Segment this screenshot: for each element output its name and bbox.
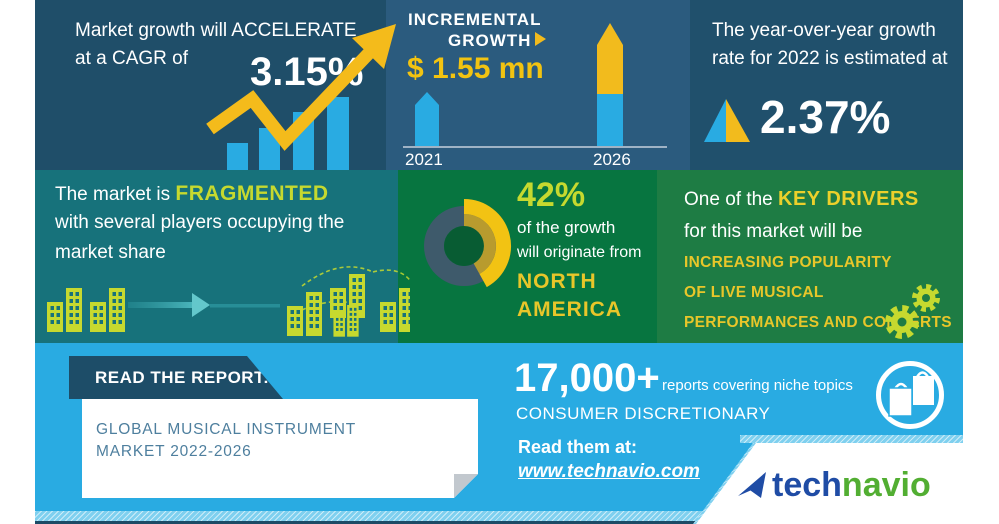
region-name-line1: NORTH — [517, 270, 597, 293]
technavio-logo-arrow-icon — [738, 472, 766, 498]
reports-count-caption: reports covering niche topics — [662, 377, 853, 394]
category-label: CONSUMER DISCRETIONARY — [516, 404, 771, 423]
report-title-line1: GLOBAL MUSICAL INSTRUMENT — [96, 421, 356, 438]
incremental-bars-chart — [403, 23, 667, 148]
logo-text-navio: navio — [841, 466, 931, 504]
fragmented-highlight: FRAGMENTED — [175, 182, 329, 205]
region-line2: will originate from — [517, 244, 642, 261]
gears-icon — [885, 284, 940, 339]
region-share-value: 42% — [517, 176, 586, 214]
right-margin — [963, 0, 999, 443]
fragmented-line1: The market is FRAGMENTED — [55, 182, 329, 205]
fragmented-line3: market share — [55, 242, 166, 263]
growth-arrow-chart — [206, 24, 396, 170]
hatch-strip-bottom — [35, 511, 711, 524]
incremental-label-line2: GROWTH — [448, 31, 547, 51]
yoy-value: 2.37% — [760, 91, 891, 143]
year-start-label: 2021 — [405, 150, 443, 169]
read-the-report-banner: READ THE REPORT: — [69, 356, 283, 399]
technavio-url-link[interactable]: www.technavio.com — [518, 461, 700, 482]
year-end-label: 2026 — [593, 150, 631, 169]
yoy-line1: The year-over-year growth — [712, 20, 936, 41]
region-line1: of the growth — [517, 218, 616, 237]
report-title-line2: MARKET 2022-2026 — [96, 443, 252, 460]
incremental-label-line1: INCREMENTAL — [408, 10, 542, 29]
report-title-card — [82, 399, 478, 498]
arrow-right-icon — [535, 32, 547, 46]
growth-triangle-icon — [704, 99, 750, 142]
drivers-highlight: KEY DRIVERS — [778, 188, 919, 210]
drivers-line1: One of the KEY DRIVERS — [684, 188, 919, 210]
drivers-line4: OF LIVE MUSICAL — [684, 284, 824, 301]
technavio-logo: technavio — [736, 468, 931, 502]
yoy-line2: rate for 2022 is estimated at — [712, 48, 948, 69]
logo-text-tech: tech — [772, 466, 842, 504]
region-name-line2: AMERICA — [517, 298, 622, 321]
read-them-at-label: Read them at: — [518, 437, 638, 457]
growth-headline-line1: Market growth will ACCELERATE — [75, 20, 357, 41]
shopping-bags-icon — [876, 361, 944, 429]
incremental-value: $ 1.55 mn — [407, 52, 544, 85]
fragmented-line2: with several players occupying the — [55, 212, 345, 233]
brand-corner — [696, 443, 999, 524]
technavio-logo-text: technavio — [772, 468, 931, 502]
reports-count: 17,000+ — [514, 356, 660, 400]
drivers-line5: PERFORMANCES AND CONCERTS — [684, 314, 952, 331]
buildings-illustration — [47, 266, 410, 337]
growth-headline-line2: at a CAGR of — [75, 48, 188, 69]
drivers-line3: INCREASING POPULARITY — [684, 254, 892, 271]
hatch-strip-top — [740, 435, 963, 443]
drivers-line2: for this market will be — [684, 221, 863, 242]
donut-chart — [424, 199, 511, 288]
